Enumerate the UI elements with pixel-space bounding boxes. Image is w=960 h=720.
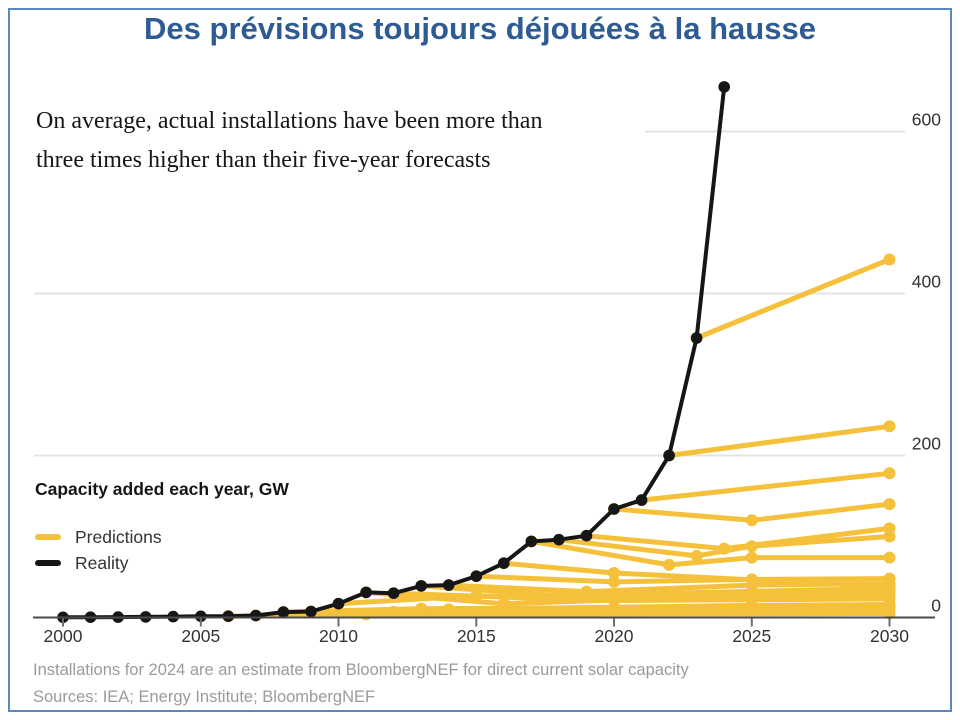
prediction-point [745, 573, 758, 586]
x-tick-label-2000: 2000 [44, 626, 83, 646]
prediction-point [745, 551, 758, 564]
prediction-point [387, 605, 400, 618]
reality-point [277, 606, 290, 618]
reality-point [635, 494, 648, 506]
subtitle-line-2: three times higher than their five-year … [36, 147, 491, 173]
prediction-point [883, 522, 896, 535]
prediction-point [442, 603, 455, 616]
y-tick-label-600: 600 [912, 110, 941, 130]
prediction-point [525, 592, 538, 605]
prediction-line-2011 [363, 589, 892, 607]
x-tick-label-2025: 2025 [732, 626, 771, 646]
reality-swatch-icon [35, 560, 61, 566]
reality-point [690, 332, 703, 344]
prediction-line-2009 [308, 602, 892, 614]
x-tick-label-2015: 2015 [457, 626, 496, 646]
reality-point [663, 449, 675, 462]
legend-item-reality: Reality [35, 550, 289, 576]
prediction-point [580, 585, 593, 598]
chart-subtitle: On average, actual installations have be… [36, 102, 696, 180]
prediction-line-2021 [639, 470, 892, 503]
reality-point [415, 580, 428, 592]
y-tick-label-400: 400 [912, 272, 941, 292]
reality-point [360, 586, 372, 599]
prediction-line-2023 [694, 257, 892, 341]
legend-label-predictions: Predictions [75, 526, 162, 547]
prediction-line-2017 [528, 538, 892, 568]
prediction-point [883, 467, 896, 480]
x-tick-label-2010: 2010 [319, 626, 358, 646]
prediction-point [883, 551, 896, 564]
reality-point [525, 535, 538, 548]
reality-point [332, 597, 345, 610]
prediction-point [745, 540, 758, 553]
legend: Capacity added each year, GW Predictions… [35, 479, 289, 576]
reality-point [305, 605, 317, 618]
prediction-point [690, 549, 703, 562]
reality-point [195, 610, 207, 623]
prediction-point [745, 514, 758, 527]
prediction-point [883, 498, 896, 511]
footnote-estimate: Installations for 2024 are an estimate f… [33, 661, 689, 679]
page-title: Des prévisions toujours déjouées à la ha… [144, 11, 816, 46]
reality-point [608, 503, 620, 515]
prediction-point [608, 594, 620, 607]
y-tick-label-0: 0 [931, 596, 941, 616]
prediction-point [608, 567, 620, 579]
y-axis-title: Capacity added each year, GW [35, 479, 289, 499]
x-tick-label-2030: 2030 [870, 626, 909, 646]
prediction-point [883, 420, 896, 433]
reality-point [222, 610, 235, 622]
prediction-line-2016 [501, 560, 892, 590]
reality-point [470, 570, 483, 582]
reality-point [580, 529, 593, 542]
prediction-point [883, 253, 896, 266]
prediction-line-2022 [666, 423, 892, 458]
prediction-point [552, 589, 565, 602]
reality-point [387, 587, 400, 599]
legend-item-predictions: Predictions [35, 524, 289, 550]
reality-point [553, 533, 565, 546]
legend-label-reality: Reality [75, 552, 129, 573]
prediction-line-2015 [473, 573, 892, 585]
reality-point [718, 81, 730, 93]
reality-point [442, 579, 455, 591]
footnote-sources: Sources: IEA; Energy Institute; Bloomber… [33, 688, 376, 706]
x-tick-label-2020: 2020 [595, 626, 634, 646]
prediction-point [470, 589, 483, 602]
prediction-point [883, 580, 896, 593]
prediction-point [497, 597, 510, 610]
prediction-point [663, 558, 676, 571]
x-tick-label-2005: 2005 [181, 626, 220, 646]
y-tick-label-200: 200 [912, 434, 941, 454]
footnotes: Installations for 2024 are an estimate f… [33, 657, 689, 711]
reality-point [250, 609, 262, 622]
prediction-point [415, 602, 428, 615]
subtitle-line-1: On average, actual installations have be… [36, 108, 543, 134]
predictions-swatch-icon [35, 534, 61, 540]
reality-point [498, 557, 510, 569]
prediction-point [718, 542, 731, 555]
prediction-point [608, 575, 620, 588]
